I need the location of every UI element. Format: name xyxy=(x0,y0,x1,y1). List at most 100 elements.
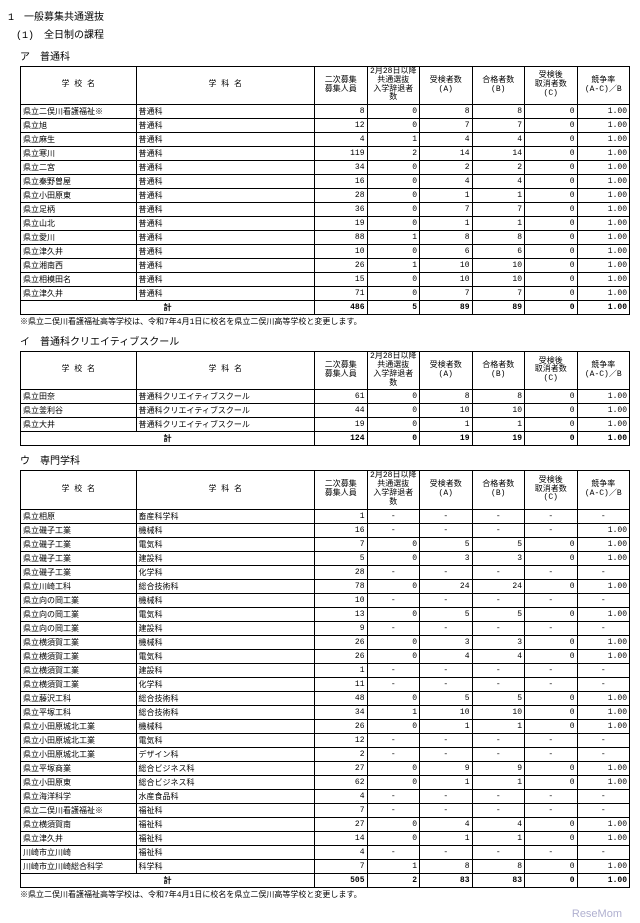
data-cell: 0 xyxy=(525,119,578,133)
data-cell: 5 xyxy=(472,691,525,705)
data-cell: 0 xyxy=(367,579,420,593)
data-cell: 0 xyxy=(525,105,578,119)
dept-cell: 電気科 xyxy=(136,649,315,663)
data-cell: 71 xyxy=(315,287,368,301)
data-cell: 10 xyxy=(315,593,368,607)
data-cell: 10 xyxy=(472,404,525,418)
data-cell: 5 xyxy=(315,551,368,565)
data-cell: 1 xyxy=(472,775,525,789)
table-row: 県立秦野曽屋普通科1604401.00 xyxy=(21,175,630,189)
data-cell: 34 xyxy=(315,161,368,175)
table-row: 県立小田原東総合ビジネス科6201101.00 xyxy=(21,775,630,789)
col-header: 受検後取消者数(C) xyxy=(525,67,578,105)
data-cell: 0 xyxy=(525,418,578,432)
data-cell: - xyxy=(472,803,525,817)
data-cell: 7 xyxy=(315,803,368,817)
table-row: 県立津久井普通科1006601.00 xyxy=(21,245,630,259)
school-cell: 県立湘南西 xyxy=(21,259,137,273)
data-cell: 5 xyxy=(420,691,473,705)
dept-cell: 普通科 xyxy=(136,287,315,301)
school-cell: 県立愛川 xyxy=(21,231,137,245)
data-cell: 5 xyxy=(420,537,473,551)
data-cell: 10 xyxy=(420,273,473,287)
data-cell: - xyxy=(472,733,525,747)
table-row: 県立旭普通科1207701.00 xyxy=(21,119,630,133)
table-row: 県立相原畜産科学科1----- xyxy=(21,509,630,523)
table-row: 県立磯子工業化学科28----- xyxy=(21,565,630,579)
data-cell: 61 xyxy=(315,390,368,404)
table-row: 県立湘南西普通科261101001.00 xyxy=(21,259,630,273)
school-cell: 県立向の岡工業 xyxy=(21,607,137,621)
data-cell: 4 xyxy=(472,175,525,189)
school-cell: 県立相模田名 xyxy=(21,273,137,287)
data-cell: - xyxy=(472,747,525,761)
col-header: 合格者数(B) xyxy=(472,352,525,390)
data-cell: 13 xyxy=(315,607,368,621)
data-cell: 1.00 xyxy=(577,175,630,189)
school-cell: 県立平塚商業 xyxy=(21,761,137,775)
total-cell: 0 xyxy=(525,432,578,446)
total-cell: 89 xyxy=(420,301,473,315)
total-cell: 486 xyxy=(315,301,368,315)
data-cell: 8 xyxy=(472,105,525,119)
data-cell: 8 xyxy=(472,859,525,873)
table-a: 学 校 名学 科 名二次募集募集人員2月28日以降共通選抜入学辞退者数受検者数(… xyxy=(20,66,630,315)
data-cell: - xyxy=(367,523,420,537)
total-cell: 505 xyxy=(315,873,368,887)
school-cell: 県立小田原城北工業 xyxy=(21,747,137,761)
data-cell: - xyxy=(525,509,578,523)
total-cell: 19 xyxy=(472,432,525,446)
data-cell: 78 xyxy=(315,579,368,593)
data-cell: 0 xyxy=(525,817,578,831)
data-cell: 0 xyxy=(525,551,578,565)
col-header: 受検後取消者数(C) xyxy=(525,471,578,509)
total-cell: 1.00 xyxy=(577,432,630,446)
table-row: 県立藤沢工科総合技術科4805501.00 xyxy=(21,691,630,705)
dept-cell: 普通科 xyxy=(136,259,315,273)
data-cell: 4 xyxy=(420,649,473,663)
data-cell: - xyxy=(420,733,473,747)
dept-cell: 普通科クリエイティブスクール xyxy=(136,390,315,404)
data-cell: 5 xyxy=(420,607,473,621)
data-cell: 1.00 xyxy=(577,523,630,537)
data-cell: - xyxy=(420,677,473,691)
data-cell: - xyxy=(577,621,630,635)
data-cell: 0 xyxy=(367,719,420,733)
data-cell: 1.00 xyxy=(577,817,630,831)
school-cell: 県立磯子工業 xyxy=(21,523,137,537)
data-cell: 7 xyxy=(472,203,525,217)
table-row: 県立向の岡工業電気科1305501.00 xyxy=(21,607,630,621)
total-label: 計 xyxy=(21,432,315,446)
data-cell: 0 xyxy=(525,649,578,663)
data-cell: 1.00 xyxy=(577,719,630,733)
data-cell: - xyxy=(420,663,473,677)
data-cell: 9 xyxy=(472,761,525,775)
table-row: 県立川崎工科総合技術科780242401.00 xyxy=(21,579,630,593)
data-cell: 4 xyxy=(315,133,368,147)
dept-cell: 福祉科 xyxy=(136,803,315,817)
dept-cell: 普通科 xyxy=(136,189,315,203)
col-header: 合格者数(B) xyxy=(472,67,525,105)
col-header: 2月28日以降共通選抜入学辞退者数 xyxy=(367,67,420,105)
school-cell: 県立磯子工業 xyxy=(21,551,137,565)
school-cell: 県立秦野曽屋 xyxy=(21,175,137,189)
data-cell: 0 xyxy=(367,551,420,565)
dept-cell: 普通科クリエイティブスクール xyxy=(136,418,315,432)
data-cell: 2 xyxy=(315,747,368,761)
school-cell: 県立小田原城北工業 xyxy=(21,719,137,733)
data-cell: 1.00 xyxy=(577,831,630,845)
sub-heading: (1) 全日制の課程 xyxy=(8,26,632,42)
col-header: 二次募集募集人員 xyxy=(315,352,368,390)
data-cell: - xyxy=(577,509,630,523)
col-header: 二次募集募集人員 xyxy=(315,471,368,509)
data-cell: 6 xyxy=(420,245,473,259)
dept-cell: 機械科 xyxy=(136,635,315,649)
data-cell: - xyxy=(525,789,578,803)
data-cell: 0 xyxy=(525,217,578,231)
data-cell: - xyxy=(577,593,630,607)
col-header: 合格者数(B) xyxy=(472,471,525,509)
data-cell: - xyxy=(367,677,420,691)
table-row: 県立平塚工科総合技術科341101001.00 xyxy=(21,705,630,719)
dept-cell: 建設科 xyxy=(136,551,315,565)
data-cell: 8 xyxy=(315,105,368,119)
